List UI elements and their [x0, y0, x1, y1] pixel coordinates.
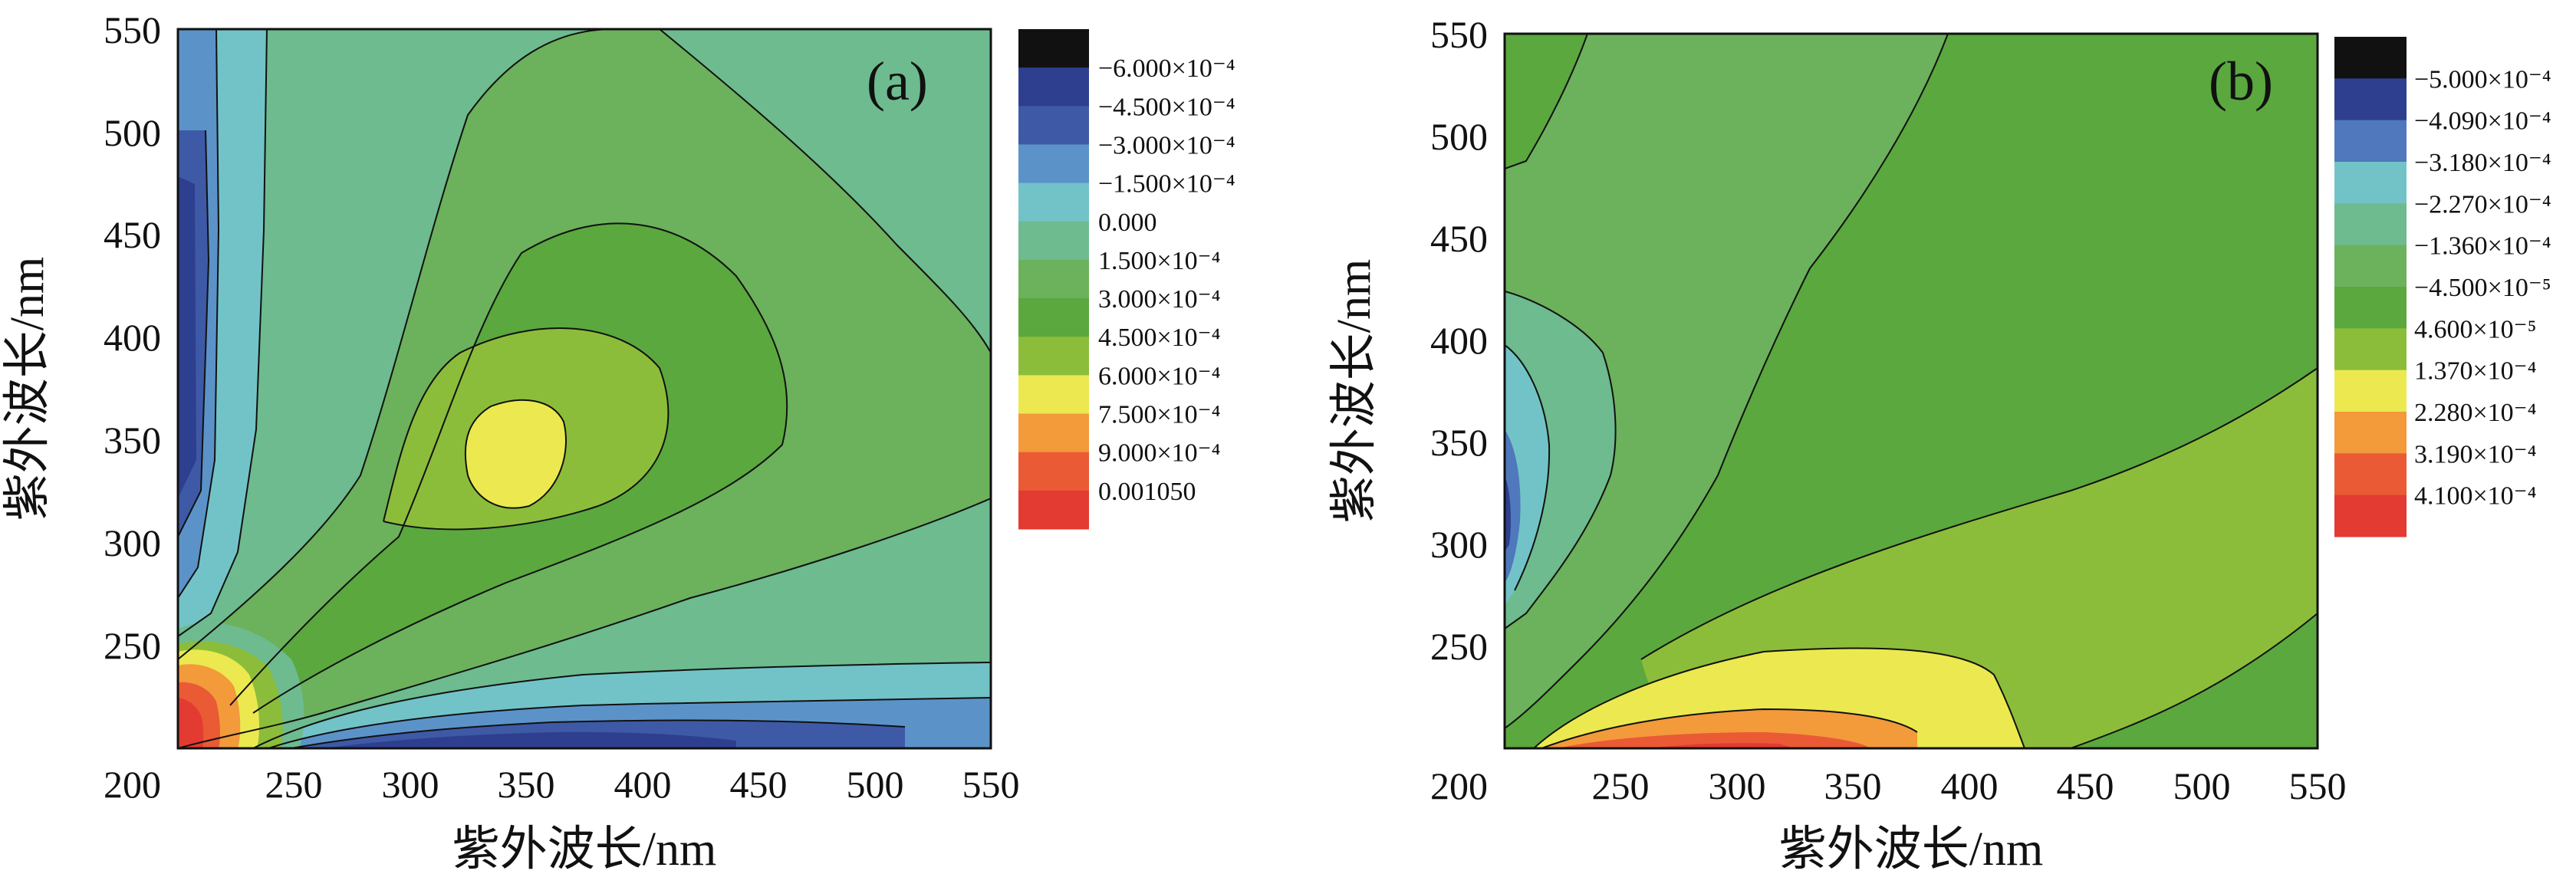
x-tick-label: 550 — [962, 763, 1020, 806]
colorbar-swatch — [2334, 162, 2407, 204]
colorbar-swatch — [1018, 259, 1089, 299]
colorbar-label: 4.600×10⁻⁵ — [2414, 315, 2536, 343]
y-tick-label: 400 — [104, 316, 161, 359]
y-tick-label: 300 — [1430, 523, 1488, 566]
colorbar-swatch — [1018, 375, 1089, 415]
y-tick-labels-a: 550 500 450 400 350 300 250 200 — [104, 8, 161, 806]
x-tick-label: 450 — [730, 763, 788, 806]
colorbar-label: 4.500×10⁻⁴ — [1098, 324, 1220, 352]
colorbar-swatch — [1018, 413, 1089, 453]
x-axis-label-b: 紫外波长/nm — [1779, 823, 2043, 876]
colorbar-swatch — [2334, 328, 2407, 371]
y-tick-label: 350 — [1430, 421, 1488, 464]
colorbar-swatch — [2334, 78, 2407, 121]
colorbar-swatch — [1018, 490, 1089, 530]
colorbar-label: −2.270×10⁻⁴ — [2414, 190, 2551, 219]
colorbar-label: −6.000×10⁻⁴ — [1098, 54, 1235, 83]
x-tick-labels-a: 250 300 350 400 450 500 550 — [265, 763, 1020, 806]
colorbar-label: 2.280×10⁻⁴ — [2414, 399, 2536, 427]
colorbar-label: 3.190×10⁻⁴ — [2414, 440, 2536, 468]
colorbar-swatch — [2334, 412, 2407, 454]
colorbar-swatch — [2334, 287, 2407, 329]
colorbar-swatch — [2334, 495, 2407, 537]
panel-a: (a) 550 500 450 400 350 300 250 200 250 … — [2, 8, 1235, 876]
x-axis-label-a: 紫外波长/nm — [452, 823, 716, 876]
colorbar-label: −4.500×10⁻⁵ — [2414, 274, 2551, 302]
colorbar-a: −6.000×10⁻⁴ −4.500×10⁻⁴ −3.000×10⁻⁴ −1.500×… — [1018, 29, 1235, 530]
colorbar-swatch — [1018, 182, 1089, 222]
colorbar-swatch — [1018, 452, 1089, 491]
y-tick-label: 500 — [104, 111, 161, 154]
colorbar-label: 0.001050 — [1098, 478, 1196, 506]
axes-frame-a — [176, 28, 992, 750]
colorbar-swatch — [1018, 221, 1089, 261]
x-tick-label: 550 — [2289, 764, 2347, 807]
y-tick-label: 400 — [1430, 319, 1488, 362]
x-tick-label: 500 — [847, 763, 904, 806]
contour-lines-b — [1505, 34, 2318, 748]
colorbar-label: −4.500×10⁻⁴ — [1098, 93, 1235, 121]
colorbar-label: 9.000×10⁻⁴ — [1098, 439, 1220, 468]
colorbar-label: −4.090×10⁻⁴ — [2414, 107, 2551, 136]
colorbar-swatch — [2334, 203, 2407, 246]
colorbar-label: 3.000×10⁻⁴ — [1098, 285, 1220, 314]
colorbar-label: 6.000×10⁻⁴ — [1098, 362, 1220, 390]
y-tick-label: 550 — [104, 8, 161, 51]
colorbar-swatch — [2334, 245, 2407, 288]
colorbar-swatch — [2334, 453, 2407, 496]
x-tick-labels-b: 250 300 350 400 450 500 550 — [1592, 764, 2347, 807]
x-tick-label: 350 — [1824, 764, 1882, 807]
y-axis-label-a: 紫外波长/nm — [2, 257, 54, 521]
colorbar-label: 4.100×10⁻⁴ — [2414, 482, 2536, 511]
x-tick-label: 300 — [1709, 764, 1766, 807]
panel-label-a: (a) — [867, 51, 928, 112]
x-tick-label: 400 — [614, 763, 672, 806]
x-tick-label: 500 — [2173, 764, 2231, 807]
y-tick-label: 300 — [104, 521, 161, 564]
y-tick-label: 550 — [1430, 13, 1488, 56]
y-tick-label: 450 — [1430, 217, 1488, 260]
x-tick-label: 400 — [1941, 764, 1999, 807]
colorbar-swatch — [1018, 29, 1089, 68]
colorbar-label: −3.000×10⁻⁴ — [1098, 131, 1235, 159]
y-tick-labels-b: 550 500 450 400 350 300 250 200 — [1430, 13, 1488, 807]
axes-frame-b — [1503, 32, 2319, 750]
contour-fill-b — [1505, 34, 2318, 748]
colorbar-swatch — [1018, 106, 1089, 145]
x-tick-label: 300 — [382, 763, 439, 806]
y-tick-label: 250 — [104, 624, 161, 667]
colorbar-swatch — [1018, 337, 1089, 376]
colorbar-label: −1.360×10⁻⁴ — [2414, 232, 2551, 261]
colorbar-label: −1.500×10⁻⁴ — [1098, 170, 1235, 199]
colorbar-swatch — [2334, 120, 2407, 163]
colorbar-label: 1.370×10⁻⁴ — [2414, 357, 2536, 386]
y-tick-label: 250 — [1430, 625, 1488, 668]
colorbar-label: 0.000 — [1098, 209, 1157, 237]
colorbar-b: −5.000×10⁻⁴ −4.090×10⁻⁴ −3.180×10⁻⁴ −2.270×… — [2334, 37, 2551, 537]
colorbar-label: −3.180×10⁻⁴ — [2414, 149, 2551, 177]
contour-fill-a — [178, 29, 991, 748]
colorbar-swatch — [2334, 37, 2407, 79]
contour-lines-a — [178, 29, 991, 748]
x-tick-label: 350 — [498, 763, 555, 806]
panel-b: (b) 550 500 450 400 350 300 250 200 250 … — [1328, 13, 2551, 876]
y-tick-label: 200 — [1430, 764, 1488, 807]
x-tick-label: 250 — [1592, 764, 1650, 807]
x-tick-label: 250 — [265, 763, 323, 806]
y-tick-label: 350 — [104, 419, 161, 462]
colorbar-label: 1.500×10⁻⁴ — [1098, 247, 1220, 275]
colorbar-swatch — [1018, 298, 1089, 337]
colorbar-swatch — [2334, 370, 2407, 412]
colorbar-swatch — [1018, 67, 1089, 107]
y-axis-label-b: 紫外波长/nm — [1328, 259, 1380, 523]
panel-label-b: (b) — [2209, 51, 2273, 112]
colorbar-label: −5.000×10⁻⁴ — [2414, 65, 2551, 94]
colorbar-label: 7.500×10⁻⁴ — [1098, 401, 1220, 429]
y-tick-label: 200 — [104, 763, 161, 806]
colorbar-swatch — [1018, 144, 1089, 184]
y-tick-label: 500 — [1430, 115, 1488, 158]
x-tick-label: 450 — [2057, 764, 2114, 807]
y-tick-label: 450 — [104, 213, 161, 256]
